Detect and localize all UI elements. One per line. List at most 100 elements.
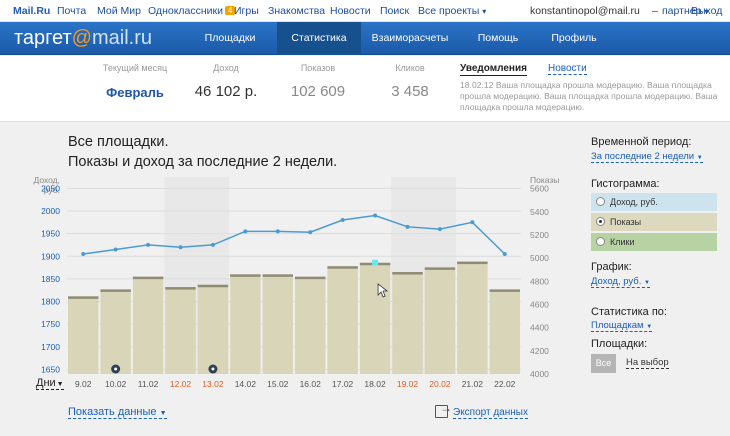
bar-shows	[197, 284, 229, 374]
notifications-tabs: Уведомления Новости	[460, 62, 605, 76]
stats-by-dropdown[interactable]: Площадкам ▼	[591, 320, 653, 332]
tab-news[interactable]: Новости	[548, 63, 587, 75]
income-point	[340, 218, 345, 223]
sites-choose-link[interactable]: На выбор	[626, 357, 669, 369]
export-icon	[435, 401, 452, 418]
bar-shows	[359, 262, 391, 374]
y-tick-right: 4800	[530, 276, 549, 286]
stats-by-label: Статистика по:	[591, 306, 667, 318]
y-axis-left-title-line2: руб.	[44, 185, 60, 195]
y-tick-left: 1700	[41, 342, 60, 352]
period-dropdown[interactable]: За последние 2 недели ▼	[591, 151, 703, 163]
bar-top-edge	[457, 261, 488, 265]
chevron-down-icon: ▼	[159, 410, 167, 417]
x-tick-label: 14.02	[235, 379, 257, 389]
portal-link-mail[interactable]: Почта	[57, 5, 87, 17]
y-axis-left-title-line1: Доход,	[33, 175, 60, 185]
portal-link-odnoklassniki[interactable]: Одноклассники 4	[148, 5, 236, 17]
bar-top-edge	[262, 274, 293, 277]
portal-bar: Mail.Ru Почта Мой Мир Одноклассники 4 Игр…	[0, 0, 730, 22]
user-email[interactable]: konstantinopol@mail.ru	[530, 5, 640, 17]
notification-text: 18.02.12 Ваша площадка прошла модерацию.…	[460, 80, 718, 112]
graph-label: График:	[591, 261, 632, 273]
income-point	[210, 242, 215, 247]
portal-link-myworld[interactable]: Мой Мир	[97, 5, 141, 17]
nav-payments[interactable]: Взаиморасчеты	[371, 32, 449, 44]
bar-shows	[295, 276, 326, 374]
bar-top-edge	[197, 284, 229, 288]
income-line	[83, 214, 506, 255]
income-point	[437, 227, 442, 232]
stat-clicks: Кликов 3 458	[370, 63, 450, 100]
portal-link-news[interactable]: Новости	[330, 5, 371, 17]
chevron-down-icon: ▼	[56, 381, 64, 388]
y-tick-right: 4600	[530, 299, 549, 309]
y-tick-left: 1900	[41, 251, 60, 261]
notification-badge: 4	[225, 6, 236, 15]
y-tick-right: 4000	[530, 369, 549, 379]
x-tick-label: 15.02	[267, 379, 289, 389]
bar-top-edge	[327, 266, 358, 269]
nav-sites[interactable]: Площадки	[204, 32, 256, 44]
bar-top-edge	[165, 287, 196, 290]
portal-link-search[interactable]: Поиск	[380, 5, 410, 17]
y-tick-left: 1850	[41, 274, 60, 284]
chevron-down-icon: ▼	[644, 280, 650, 286]
brand-logo[interactable]: таргет@mail.ru	[14, 27, 152, 49]
stat-clicks-label: Кликов	[395, 63, 425, 73]
sites-all-button[interactable]: Все	[591, 354, 616, 373]
summary-panel: Текущий месяц Февраль Доход 46 102 р. По…	[0, 56, 730, 122]
y-tick-right: 5000	[530, 253, 549, 263]
bar-shows	[457, 261, 488, 374]
radio-icon	[596, 197, 605, 206]
y-tick-left: 1950	[41, 229, 60, 239]
histogram-option-clicks[interactable]: Клики	[591, 233, 717, 251]
tab-notifications[interactable]: Уведомления	[460, 63, 527, 76]
income-point	[373, 213, 378, 218]
nav-profile[interactable]: Профиль	[551, 32, 597, 44]
days-granularity-dropdown[interactable]: Дни▼	[36, 377, 64, 390]
y-tick-right: 5400	[530, 207, 549, 217]
stat-month-label: Текущий месяц	[102, 63, 168, 73]
chevron-down-icon: ▾	[482, 7, 487, 16]
x-tick-label: 17.02	[332, 379, 354, 389]
bar-top-edge	[392, 272, 423, 275]
stat-clicks-value: 3 458	[391, 83, 429, 100]
bar-shows	[424, 267, 456, 374]
radio-selected-icon	[596, 217, 605, 226]
nav-statistics[interactable]: Статистика	[277, 22, 361, 55]
income-point	[502, 251, 507, 256]
y-tick-right: 4200	[530, 346, 549, 356]
stat-income-value: 46 102 р.	[194, 83, 258, 100]
show-data-link[interactable]: Показать данные ▼	[68, 406, 167, 419]
bar-shows	[68, 296, 99, 374]
bar-shows	[489, 289, 520, 374]
stat-month: Текущий месяц Февраль	[90, 63, 180, 100]
histogram-option-income[interactable]: Доход, руб.	[591, 193, 717, 211]
income-point	[275, 229, 280, 234]
bar-top-edge	[132, 276, 164, 280]
export-data-button[interactable]: Экспорт данных	[435, 401, 528, 419]
radio-icon	[596, 237, 605, 246]
site-header: таргет@mail.ru Площадки Статистика Взаим…	[0, 22, 730, 55]
bar-top-edge	[230, 274, 261, 277]
portal-link-games[interactable]: Игры	[234, 5, 259, 17]
logout-link[interactable]: Выход	[691, 5, 723, 17]
x-tick-label: 20.02	[429, 379, 451, 389]
bar-shows	[165, 287, 196, 374]
y-tick-left: 2000	[41, 206, 60, 216]
stat-shows-value: 102 609	[290, 83, 346, 100]
nav-help[interactable]: Помощь	[477, 32, 519, 44]
partner-menu[interactable]: партнер ▾	[662, 5, 709, 17]
bar-highlight-marker	[372, 259, 379, 266]
x-tick-label: 13.02	[202, 379, 224, 389]
bar-shows	[132, 276, 164, 374]
graph-dropdown[interactable]: Доход, руб. ▼	[591, 276, 650, 288]
y-tick-left: 1800	[41, 297, 60, 307]
portal-logo[interactable]: Mail.Ru	[13, 5, 51, 17]
portal-link-dating[interactable]: Знакомства	[268, 5, 326, 17]
histogram-option-shows[interactable]: Показы	[591, 213, 717, 231]
portal-link-all-projects[interactable]: Все проекты ▾	[418, 5, 487, 17]
stat-shows-label: Показов	[300, 63, 336, 73]
y-tick-right: 4400	[530, 323, 549, 333]
